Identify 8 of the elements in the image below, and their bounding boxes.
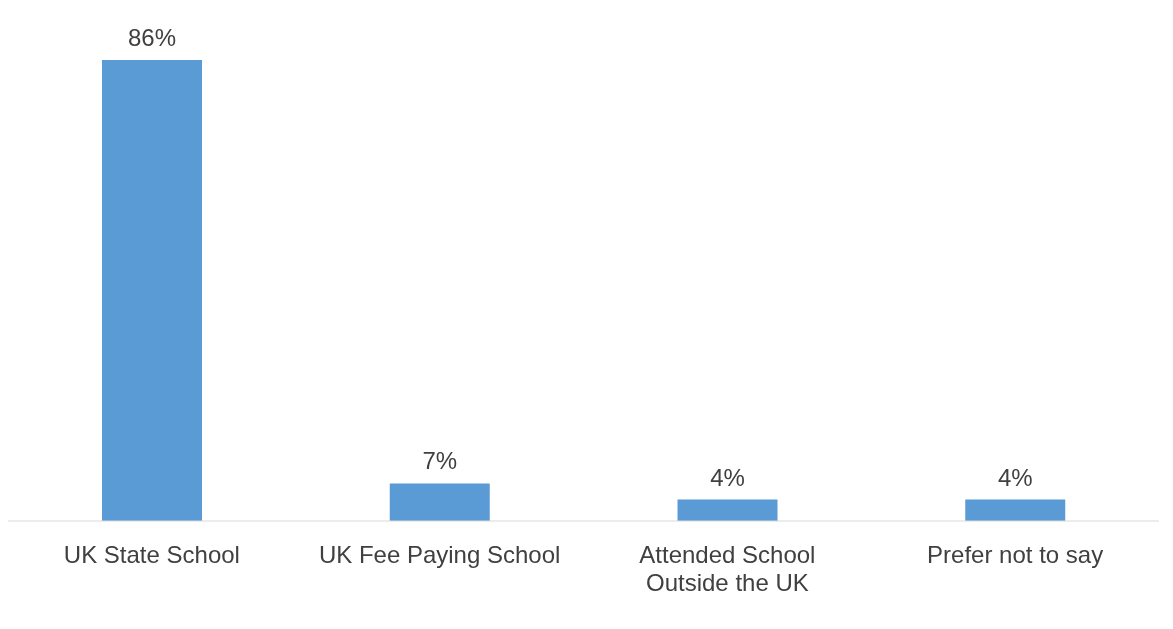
data-label: 4% xyxy=(710,463,745,491)
x-tick-label: Prefer not to say xyxy=(927,540,1104,568)
x-tick-label: Attended School Outside the UK xyxy=(639,540,816,597)
data-label: 7% xyxy=(422,447,458,475)
data-label: 4% xyxy=(997,463,1033,491)
data-label: 86% xyxy=(127,24,177,51)
x-tick-label: UK State School xyxy=(63,540,240,568)
x-tick-label: UK Fee Paying School xyxy=(318,540,561,568)
